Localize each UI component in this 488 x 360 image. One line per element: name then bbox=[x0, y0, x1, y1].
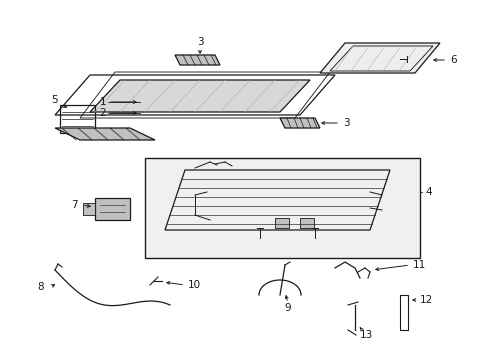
Polygon shape bbox=[280, 118, 319, 128]
Text: 3: 3 bbox=[196, 37, 203, 47]
Text: 12: 12 bbox=[419, 295, 432, 305]
Text: 3: 3 bbox=[342, 118, 349, 128]
Text: 4: 4 bbox=[424, 187, 431, 197]
Bar bbox=[299, 218, 313, 228]
Bar bbox=[95, 198, 130, 220]
Text: 5: 5 bbox=[51, 95, 58, 105]
Bar bbox=[274, 218, 288, 228]
Text: 2: 2 bbox=[99, 108, 106, 118]
Bar bbox=[145, 158, 419, 258]
Text: 13: 13 bbox=[359, 330, 372, 340]
Text: 9: 9 bbox=[284, 303, 291, 313]
Text: 1: 1 bbox=[99, 97, 106, 107]
Bar bbox=[83, 203, 95, 215]
Polygon shape bbox=[90, 80, 309, 112]
Text: 10: 10 bbox=[187, 280, 201, 290]
Polygon shape bbox=[55, 128, 155, 140]
Text: 11: 11 bbox=[412, 260, 426, 270]
Text: 7: 7 bbox=[71, 200, 78, 210]
Bar bbox=[399, 295, 407, 330]
Polygon shape bbox=[319, 43, 439, 73]
Text: 6: 6 bbox=[449, 55, 456, 65]
Text: 8: 8 bbox=[37, 282, 44, 292]
Bar bbox=[60, 105, 95, 133]
Polygon shape bbox=[175, 55, 220, 65]
